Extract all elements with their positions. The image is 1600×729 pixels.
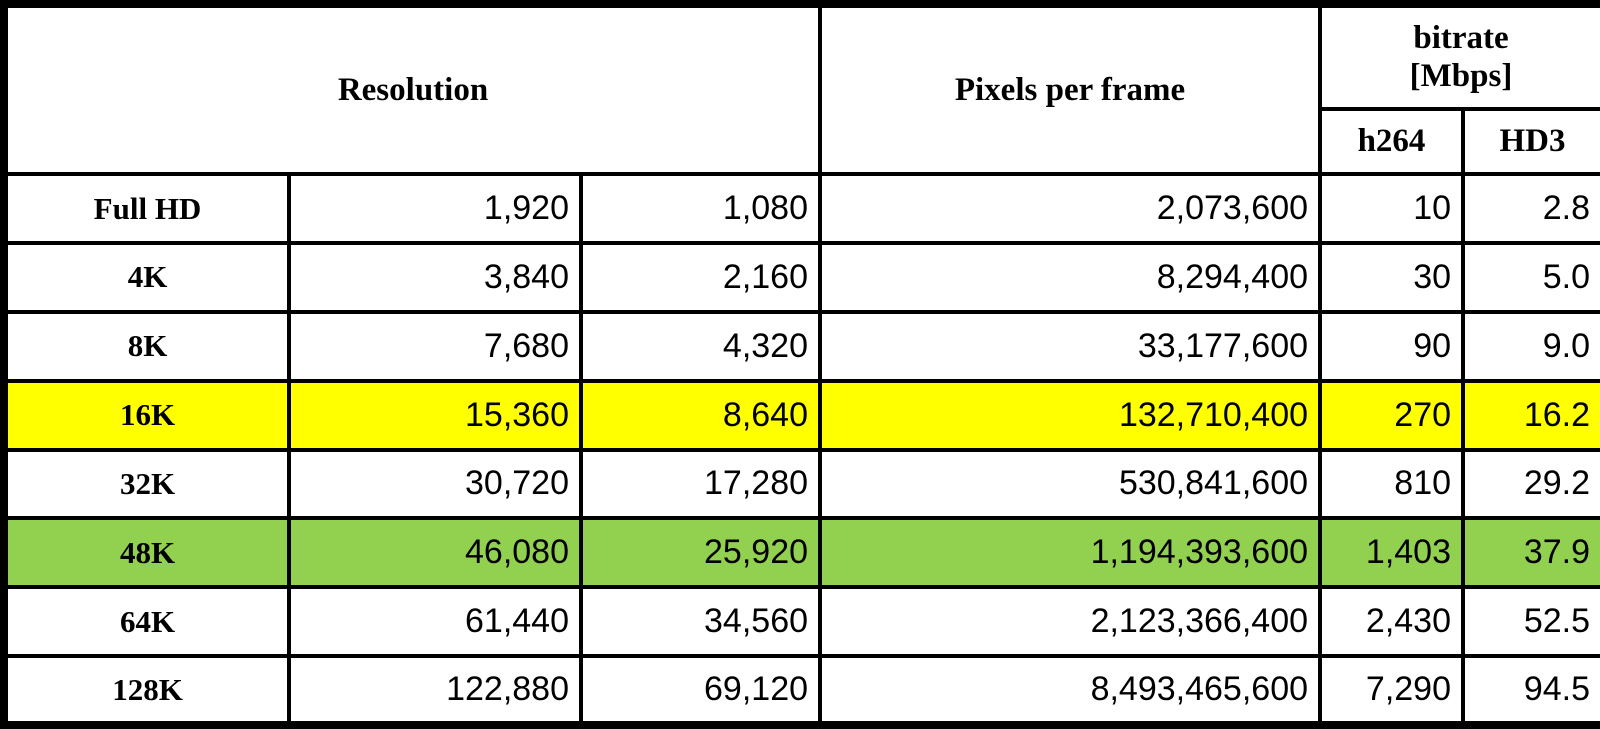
table-row-48k-highlighted: 48K 46,080 25,920 1,194,393,600 1,403 37… (2, 516, 1600, 590)
table-row-8k: 8K 7,680 4,320 33,177,600 90 9.0 (2, 309, 1600, 383)
cell-resolution-label: Full HD (2, 172, 291, 245)
header-row-top: Resolution Pixels per frame bitrate [Mbp… (1, 1, 1600, 177)
cell-width-pixels: 61,440 (287, 585, 583, 659)
cell-h264-bitrate: 90 (1318, 309, 1466, 383)
cell-pixels-per-frame: 530,841,600 (818, 447, 1323, 521)
cell-pixels-per-frame: 1,194,393,600 (818, 516, 1323, 590)
header-h264: h264 (1318, 107, 1466, 177)
cell-width-pixels: 7,680 (287, 309, 583, 383)
cell-height-pixels: 17,280 (578, 447, 823, 521)
header-resolution: Resolution (1, 1, 823, 177)
table-row-32k: 32K 30,720 17,280 530,841,600 810 29.2 (2, 447, 1600, 521)
cell-h264-bitrate: 270 (1318, 378, 1466, 452)
cell-height-pixels: 2,160 (578, 240, 823, 314)
table-row-4k: 4K 3,840 2,160 8,294,400 30 5.0 (2, 240, 1600, 314)
cell-h264-bitrate: 30 (1318, 240, 1466, 314)
table-row-128k: 128K 122,880 69,120 8,493,465,600 7,290 … (2, 654, 1600, 727)
cell-width-pixels: 30,720 (287, 447, 583, 521)
table-row-64k: 64K 61,440 34,560 2,123,366,400 2,430 52… (2, 585, 1600, 659)
cell-hd3-bitrate: 29.2 (1461, 447, 1600, 521)
cell-resolution-label: 8K (2, 309, 291, 383)
cell-hd3-bitrate: 2.8 (1461, 172, 1600, 245)
cell-resolution-label: 32K (2, 447, 291, 521)
cell-resolution-label: 48K (2, 516, 291, 590)
header-hd3: HD3 (1461, 107, 1600, 177)
cell-hd3-bitrate: 5.0 (1461, 240, 1600, 314)
cell-hd3-bitrate: 16.2 (1461, 378, 1600, 452)
cell-hd3-bitrate: 9.0 (1461, 309, 1600, 383)
cell-hd3-bitrate: 37.9 (1461, 516, 1600, 590)
cell-width-pixels: 122,880 (287, 654, 583, 727)
cell-resolution-label: 64K (2, 585, 291, 659)
cell-resolution-label: 4K (2, 240, 291, 314)
cell-hd3-bitrate: 94.5 (1461, 654, 1600, 727)
header-bitrate-mbps: bitrate [Mbps] (1318, 1, 1600, 112)
cell-resolution-label: 128K (2, 654, 291, 727)
header-row-sub: h264 HD3 (4, 107, 1600, 177)
cell-height-pixels: 4,320 (578, 309, 823, 383)
cell-height-pixels: 25,920 (578, 516, 823, 590)
cell-h264-bitrate: 810 (1318, 447, 1466, 521)
cell-h264-bitrate: 7,290 (1318, 654, 1466, 727)
table-row-full-hd: Full HD 1,920 1,080 2,073,600 10 2.8 (2, 172, 1600, 245)
cell-pixels-per-frame: 2,123,366,400 (818, 585, 1323, 659)
cell-h264-bitrate: 1,403 (1318, 516, 1466, 590)
table-row-16k-highlighted: 16K 15,360 8,640 132,710,400 270 16.2 (2, 378, 1600, 452)
cell-width-pixels: 15,360 (287, 378, 583, 452)
cell-height-pixels: 69,120 (578, 654, 823, 727)
cell-pixels-per-frame: 8,493,465,600 (818, 654, 1323, 727)
cell-resolution-label: 16K (2, 378, 291, 452)
cell-hd3-bitrate: 52.5 (1461, 585, 1600, 659)
cell-h264-bitrate: 2,430 (1318, 585, 1466, 659)
cell-height-pixels: 34,560 (578, 585, 823, 659)
cell-pixels-per-frame: 2,073,600 (818, 172, 1323, 245)
cell-h264-bitrate: 10 (1318, 172, 1466, 245)
cell-height-pixels: 8,640 (578, 378, 823, 452)
cell-width-pixels: 1,920 (287, 172, 583, 245)
cell-pixels-per-frame: 132,710,400 (818, 378, 1323, 452)
cell-pixels-per-frame: 33,177,600 (818, 309, 1323, 383)
header-pixels-per-frame: Pixels per frame (818, 1, 1323, 177)
cell-width-pixels: 46,080 (287, 516, 583, 590)
cell-height-pixels: 1,080 (578, 172, 823, 245)
cell-width-pixels: 3,840 (287, 240, 583, 314)
cell-pixels-per-frame: 8,294,400 (818, 240, 1323, 314)
